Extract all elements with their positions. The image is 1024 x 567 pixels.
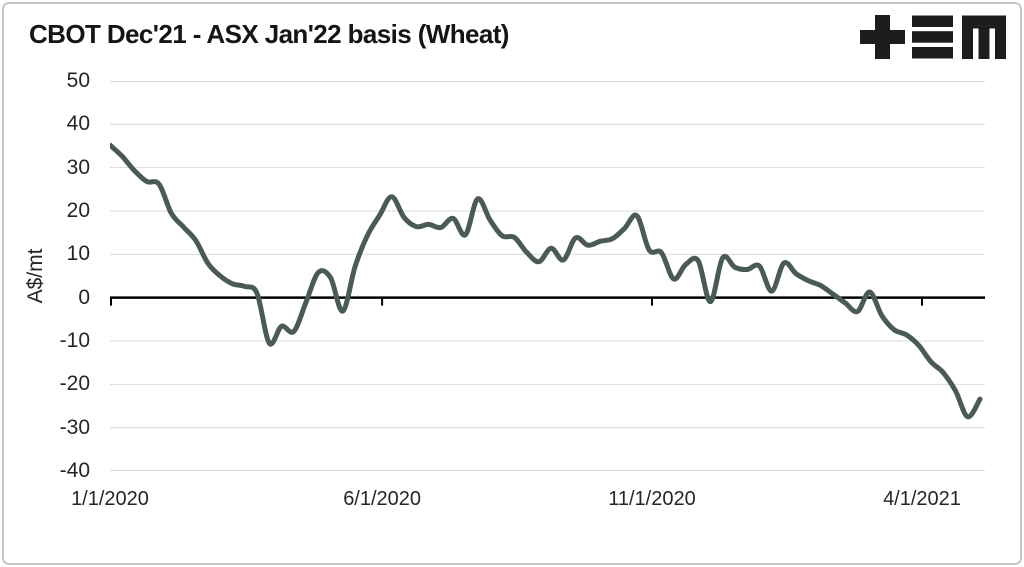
y-tick-label: 40	[66, 112, 90, 136]
tem-logo-icon	[860, 15, 1006, 59]
y-tick-label: 50	[66, 69, 90, 92]
y-tick-label: -30	[59, 415, 90, 439]
x-tick-label: 11/1/2020	[608, 488, 696, 510]
logo-bar-bottom	[912, 47, 953, 59]
y-tick-label: 30	[66, 155, 90, 179]
plot-area	[110, 81, 985, 471]
y-tick-label: 10	[66, 242, 90, 266]
chart-title: CBOT Dec'21 - ASX Jan'22 basis (Wheat)	[29, 19, 509, 49]
series-line-basis	[110, 142, 983, 420]
logo-m-glyph	[962, 15, 1006, 59]
y-tick-label: 20	[66, 199, 90, 222]
x-tick-label: 1/1/2020	[71, 488, 149, 510]
x-tick-label: 4/1/2021	[883, 488, 961, 510]
y-tick-label: -40	[59, 459, 90, 482]
logo-plus-glyph	[860, 15, 905, 59]
x-tick-label: 6/1/2020	[343, 488, 422, 510]
y-tick-label: 0	[78, 285, 90, 309]
y-tick-label: -10	[59, 329, 90, 352]
y-tick-label: -20	[59, 372, 90, 396]
logo-bar-top	[912, 15, 953, 27]
logo-bar-middle	[912, 31, 953, 43]
